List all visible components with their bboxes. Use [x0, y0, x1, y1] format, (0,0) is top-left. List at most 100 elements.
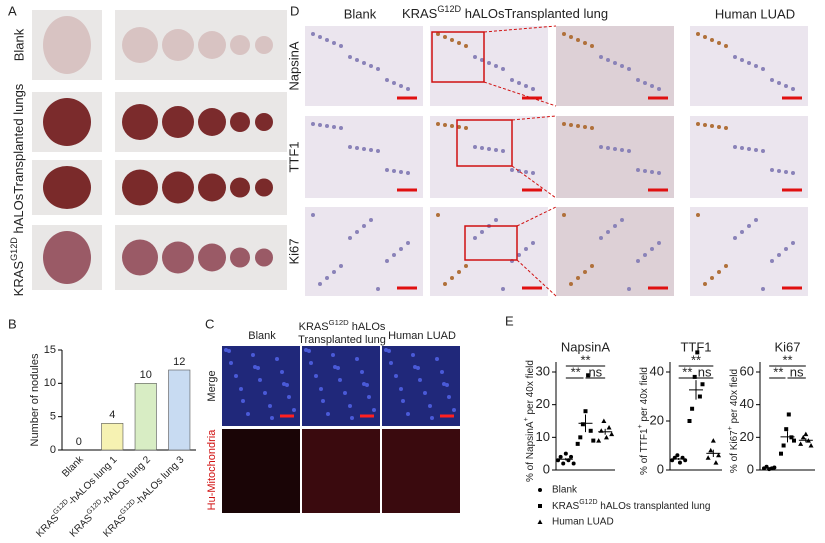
- zoom-box: [431, 31, 485, 83]
- cell: [487, 147, 491, 151]
- cell: [480, 230, 484, 234]
- legend-label: KRASG12D hALOs transplanted lung: [552, 499, 710, 511]
- y-tick-label: 40: [650, 363, 664, 378]
- nucleus: [227, 349, 231, 353]
- cell: [576, 38, 580, 42]
- cell: [761, 287, 765, 291]
- cell: [657, 87, 661, 91]
- lung: [255, 248, 273, 267]
- legend-marker: [538, 504, 542, 508]
- cell: [724, 264, 728, 268]
- point: [700, 382, 705, 387]
- cell: [599, 55, 603, 59]
- column-header: Human LUAD: [715, 6, 795, 21]
- cell: [643, 169, 647, 173]
- cell: [717, 41, 721, 45]
- cell: [392, 253, 396, 257]
- significance-label: **: [580, 352, 590, 367]
- lung: [198, 243, 226, 272]
- cell: [784, 84, 788, 88]
- cell: [457, 41, 461, 45]
- cell: [464, 126, 468, 130]
- nucleus: [411, 353, 415, 357]
- point: [606, 425, 612, 430]
- significance-label: **: [773, 364, 783, 379]
- significance-label: **: [691, 352, 701, 367]
- cell: [487, 61, 491, 65]
- cell: [376, 67, 380, 71]
- nucleus: [348, 404, 352, 408]
- y-tick-label: 15: [44, 344, 56, 356]
- cell: [494, 64, 498, 68]
- point: [601, 418, 607, 423]
- cell: [399, 84, 403, 88]
- column-header-sup: G12D: [329, 318, 350, 327]
- point: [558, 454, 563, 459]
- cell: [576, 276, 580, 280]
- cell: [311, 122, 315, 126]
- cell: [733, 236, 737, 240]
- column-header-sup: G12D: [437, 4, 461, 14]
- cell: [473, 236, 477, 240]
- lung: [162, 171, 194, 204]
- nucleus: [338, 378, 342, 382]
- nucleus: [355, 357, 359, 361]
- significance-label: **: [682, 364, 692, 379]
- cell: [355, 230, 359, 234]
- cell: [643, 253, 647, 257]
- fluorescence: [222, 429, 300, 513]
- y-tick-label: 20: [650, 412, 664, 427]
- fluorescence: [302, 429, 380, 513]
- cell: [747, 147, 751, 151]
- cell: [583, 41, 587, 45]
- cell: [362, 147, 366, 151]
- cell: [392, 81, 396, 85]
- cell: [650, 247, 654, 251]
- cell: [717, 125, 721, 129]
- y-tick-label: 40: [740, 396, 754, 411]
- micrograph: [430, 207, 548, 296]
- column-header: Human LUAD: [388, 330, 456, 342]
- nucleus: [406, 412, 410, 416]
- cell: [620, 64, 624, 68]
- cell: [747, 61, 751, 65]
- cell: [583, 125, 587, 129]
- point: [781, 443, 786, 448]
- cell: [450, 38, 454, 42]
- cell: [443, 35, 447, 39]
- nucleus: [343, 391, 347, 395]
- cell: [348, 236, 352, 240]
- cell: [406, 87, 410, 91]
- lung: [198, 173, 226, 202]
- cell: [599, 236, 603, 240]
- cell: [791, 241, 795, 245]
- cell: [494, 148, 498, 152]
- cell: [464, 44, 468, 48]
- column-header-pre: KRAS: [402, 6, 438, 21]
- cell: [339, 126, 343, 130]
- nucleus: [350, 416, 354, 420]
- cell: [754, 148, 758, 152]
- cell: [590, 44, 594, 48]
- y-axis-label-sup: +: [637, 424, 644, 428]
- cell: [703, 282, 707, 286]
- micrograph: [690, 26, 808, 106]
- cell: [740, 146, 744, 150]
- legend-label-post: hALOs transplanted lung: [598, 501, 711, 512]
- cell: [643, 81, 647, 85]
- value-label: 4: [109, 409, 115, 421]
- cell: [318, 35, 322, 39]
- nucleus: [239, 387, 243, 391]
- nucleus: [251, 353, 255, 357]
- cell: [311, 32, 315, 36]
- y-axis-label-post: per 40x field: [729, 369, 740, 426]
- cell: [777, 81, 781, 85]
- cell: [740, 58, 744, 62]
- lung: [230, 35, 250, 55]
- cell: [501, 287, 505, 291]
- lung: [255, 178, 273, 197]
- cell: [457, 125, 461, 129]
- cell: [531, 171, 535, 175]
- cell: [710, 38, 714, 42]
- lung: [198, 108, 226, 136]
